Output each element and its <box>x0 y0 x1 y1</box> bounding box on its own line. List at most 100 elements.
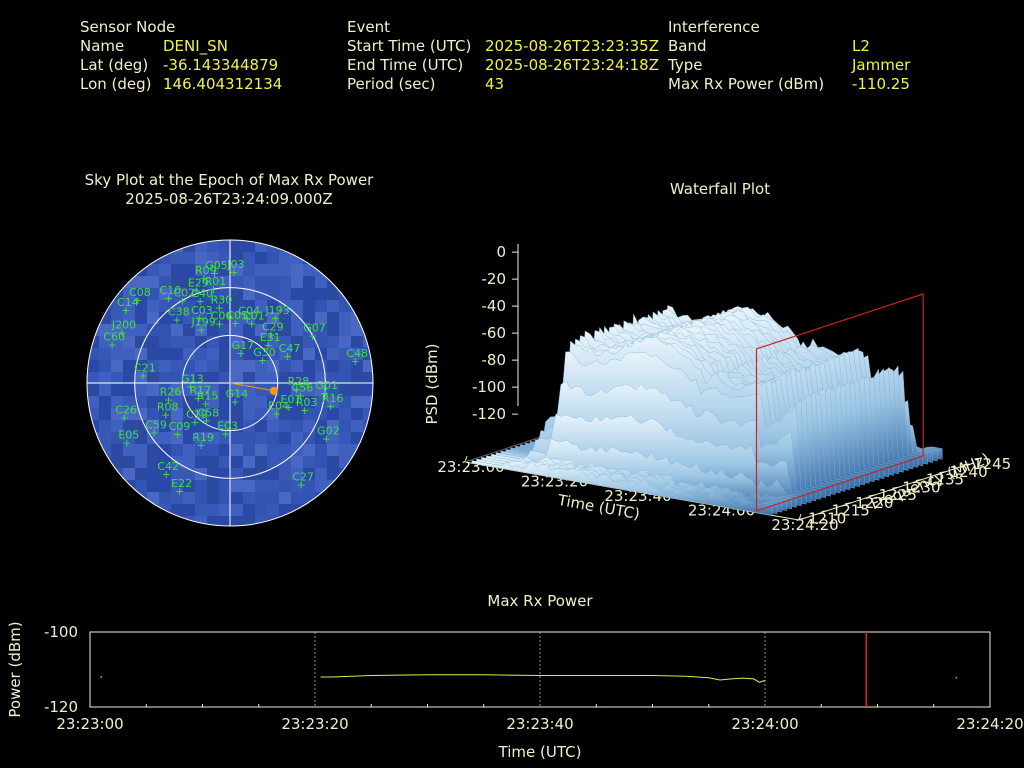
event-heading: Event <box>347 18 390 36</box>
sky-texture-cell <box>147 276 159 288</box>
sky-texture-cell <box>231 408 243 420</box>
sky-texture-cell <box>207 240 219 252</box>
sky-texture-cell <box>219 468 231 480</box>
sky-texture-cell <box>279 492 291 504</box>
sky-texture-cell <box>147 300 159 312</box>
sky-texture-cell <box>243 480 255 492</box>
sky-texture-cell <box>267 312 279 324</box>
interference-band-value: L2 <box>852 37 870 55</box>
sky-texture-cell <box>195 492 207 504</box>
sky-texture-cell <box>363 516 373 526</box>
sky-texture-cell <box>123 408 135 420</box>
sky-texture-cell <box>207 432 219 444</box>
sky-texture-cell <box>183 420 195 432</box>
sky-texture-cell <box>87 408 99 420</box>
sky-texture-cell <box>123 360 135 372</box>
sky-texture-cell <box>363 360 373 372</box>
sky-texture-cell <box>123 432 135 444</box>
wf-z-tick-label: -20 <box>482 270 507 288</box>
sky-texture-cell <box>207 456 219 468</box>
sky-texture-cell <box>147 264 159 276</box>
sky-texture-cell <box>135 324 147 336</box>
wf-surface-ridge <box>471 460 773 516</box>
sky-texture-cell <box>291 492 303 504</box>
wf-z-tick-label: -40 <box>482 297 507 315</box>
event-period-label: Period (sec) <box>347 75 436 93</box>
sky-texture-cell <box>123 480 135 492</box>
sky-texture-cell <box>243 432 255 444</box>
sky-texture-cell <box>291 420 303 432</box>
sky-texture-cell <box>267 480 279 492</box>
sky-texture-cell <box>147 240 159 252</box>
sky-texture-cell <box>171 444 183 456</box>
sensor-lon-value: 146.404312134 <box>163 75 283 93</box>
sky-texture-cell <box>195 360 207 372</box>
sky-texture-cell <box>123 420 135 432</box>
sky-sat-marker: + <box>230 395 239 408</box>
sky-sat-label: R19 <box>192 431 214 444</box>
sky-texture-cell <box>339 348 351 360</box>
sky-texture-cell <box>183 264 195 276</box>
sky-texture-cell <box>267 336 279 348</box>
sky-texture-cell <box>315 408 327 420</box>
sky-texture-cell <box>303 360 315 372</box>
sky-texture-cell <box>87 420 99 432</box>
sky-texture-cell <box>267 324 279 336</box>
sky-texture-cell <box>315 372 327 384</box>
sky-sat-label: C42 <box>157 460 179 473</box>
sky-texture-cell <box>123 240 135 252</box>
sky-texture-cell <box>279 324 291 336</box>
sky-texture-cell <box>291 336 303 348</box>
sky-texture-cell <box>255 468 267 480</box>
sky-texture-cell <box>363 348 373 360</box>
sky-sat-label: C14 <box>117 296 139 309</box>
sky-texture-cell <box>279 336 291 348</box>
sky-texture-cell <box>327 444 339 456</box>
sky-texture-cell <box>339 336 351 348</box>
sky-texture-cell <box>159 360 171 372</box>
sky-texture-cell <box>255 276 267 288</box>
sky-texture-cell <box>147 492 159 504</box>
wf-x-tick <box>464 455 468 463</box>
sky-texture-cell <box>267 252 279 264</box>
wf-y-tick-label: 1245 <box>973 455 1011 473</box>
sky-texture-cell <box>255 384 267 396</box>
sky-texture-cell <box>207 372 219 384</box>
sky-texture-cell <box>291 480 303 492</box>
sky-texture-cell <box>147 372 159 384</box>
sky-texture-cell <box>111 396 123 408</box>
sky-sat-marker: + <box>120 411 129 424</box>
sky-texture-cell <box>171 480 183 492</box>
wf-z-tick-label: -60 <box>482 324 507 342</box>
sky-texture-cell <box>351 444 363 456</box>
sky-sat-label: G17 <box>232 339 255 352</box>
sky-texture-cell <box>243 516 255 526</box>
sky-texture-cell <box>363 432 373 444</box>
sky-texture-cell <box>159 432 171 444</box>
sky-sat-label: J193 <box>264 304 289 317</box>
sky-texture-cell <box>123 468 135 480</box>
sky-sat-marker: + <box>215 318 224 331</box>
sky-texture-cell <box>315 504 327 516</box>
sky-texture-cell <box>159 480 171 492</box>
sky-texture-cell <box>171 252 183 264</box>
sky-texture-cell <box>99 456 111 468</box>
sky-texture-cell <box>351 240 363 252</box>
sensor-name-label: Name <box>80 37 125 55</box>
sky-texture-cell <box>195 408 207 420</box>
sky-texture-cell <box>195 432 207 444</box>
sky-texture-cell <box>207 516 219 526</box>
sky-texture-cell <box>327 396 339 408</box>
sky-texture-cell <box>255 396 267 408</box>
sky-sat-label: R03 <box>296 396 318 409</box>
sky-texture-cell <box>195 444 207 456</box>
sky-texture-cell <box>255 348 267 360</box>
sky-texture-cell <box>363 384 373 396</box>
sky-texture-cell <box>183 444 195 456</box>
sky-texture-cell <box>171 408 183 420</box>
sky-texture-cell <box>231 444 243 456</box>
sky-texture-cell <box>123 264 135 276</box>
sky-texture-cell <box>147 384 159 396</box>
sky-texture-cell <box>135 312 147 324</box>
sky-texture-cell <box>303 312 315 324</box>
